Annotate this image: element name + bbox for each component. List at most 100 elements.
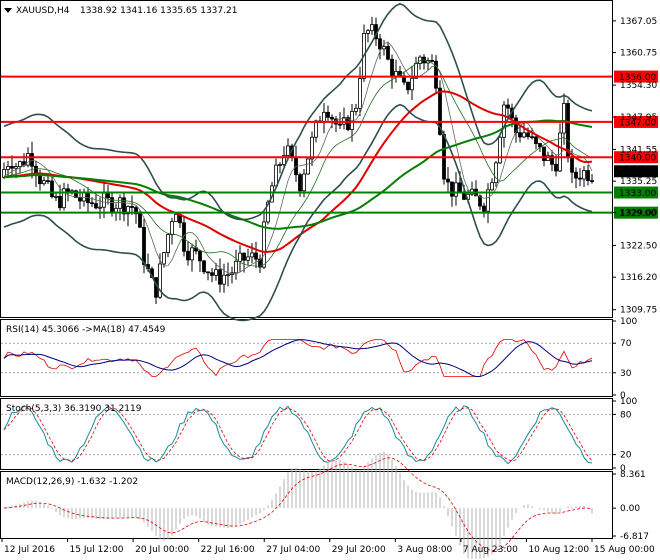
candle-body [354,107,358,112]
candle-body [222,274,226,285]
level-label: 1356.00 [619,73,656,83]
candle-body [226,274,230,277]
current-price-label: 1337.21 [619,168,656,178]
candle-body [378,38,382,50]
candle-body [262,221,266,268]
candle-body [42,180,46,185]
candle-body [254,252,258,260]
stoch-tick-label: 0 [620,464,626,474]
candle-body [518,132,522,138]
candle-body [490,182,494,191]
level-tag [614,70,658,83]
candle-body [26,153,30,166]
price-tick-label: 1347.95 [620,113,657,123]
candle-body [574,171,578,179]
price-tick-label: 1367.05 [620,17,657,27]
rsi-panel[interactable] [0,319,613,397]
candle-body [58,196,62,209]
candle-body [182,222,186,252]
candle-body [306,158,310,175]
rsi-tick-label: 0 [620,391,626,401]
candle-body [310,136,314,160]
level-tag [614,115,658,128]
candle-body [46,180,50,183]
candle-body [482,205,486,212]
candle-body [282,155,286,165]
candle-body [274,164,278,187]
current-price-tag [614,165,658,178]
candle-body [302,173,306,192]
stoch-k-line [3,405,593,465]
time-tick-label: 27 Jul 04:00 [266,545,320,555]
candle-body [590,180,594,182]
price-tick-label: 1329.00 [620,209,657,219]
candle-body [6,166,10,170]
candle-body [2,169,6,178]
candle-body [458,182,462,194]
candle-body [198,250,202,262]
candle-body [170,221,174,235]
candle-body [14,166,18,169]
candle-body [326,111,330,118]
candle-body [358,77,362,109]
level-tag [614,186,658,199]
candle-body [214,269,218,276]
candle-body [186,250,190,261]
level-tag [614,151,658,164]
candle-body [522,132,526,138]
candle-body [434,60,438,89]
indicator-lines [3,2,593,322]
candle-body [66,188,70,193]
candle-body [450,181,454,197]
candle-body [538,143,542,148]
candle-body [430,59,434,62]
time-tick-label: 7 Aug 23:00 [463,545,518,555]
level-label: 1347.00 [619,118,656,128]
candle-body [562,103,566,134]
candle-body [98,206,102,209]
stoch-panel[interactable] [0,398,613,470]
candle-body [134,207,138,215]
candle-body [342,117,346,125]
candle-body [346,117,350,131]
stoch-d-line [3,407,593,462]
candle-body [54,196,58,198]
axis-labels: 1367.05 1360.75 1354.30 1347.95 1341.55 1335.… [1,17,657,555]
ma-green-line [3,119,593,230]
candle-body [370,24,374,32]
candle-body [158,263,162,298]
stoch-title: Stoch(5,3,3) 36.3190 31.2119 [6,404,142,414]
candle-body [190,247,194,261]
price-tick-label: 1335.25 [620,177,657,187]
candle-body [338,123,342,126]
candle-body [202,260,206,273]
candle-body [314,120,318,138]
candle-body [386,46,390,60]
candle-body [586,170,590,181]
candle-body [18,161,22,167]
candle-body [242,252,246,261]
rsi-tick-label: 100 [620,317,637,327]
time-tick-label: 20 Jul 00:00 [135,545,189,555]
ma-red-line [3,90,593,253]
price-tick-label: 1309.75 [620,306,657,316]
macd-title: MACD(12,26,9) -1.632 -1.202 [6,477,138,487]
candle-body [498,136,502,164]
macd-tick-label: 8.361 [620,470,646,480]
collapse-arrow-icon[interactable] [4,8,12,13]
candle-body [122,197,126,215]
candle-body [82,192,86,202]
candle-body [130,206,134,208]
candle-body [94,203,98,209]
candle-body [30,153,34,167]
candle-body [530,136,534,139]
candle-body [126,206,130,215]
candle-body [446,178,450,183]
bollinger-upper-line [3,2,593,221]
macd-panel[interactable] [0,471,613,539]
candle-body [142,226,146,265]
candle-body [138,213,142,228]
candle-body [582,170,586,180]
